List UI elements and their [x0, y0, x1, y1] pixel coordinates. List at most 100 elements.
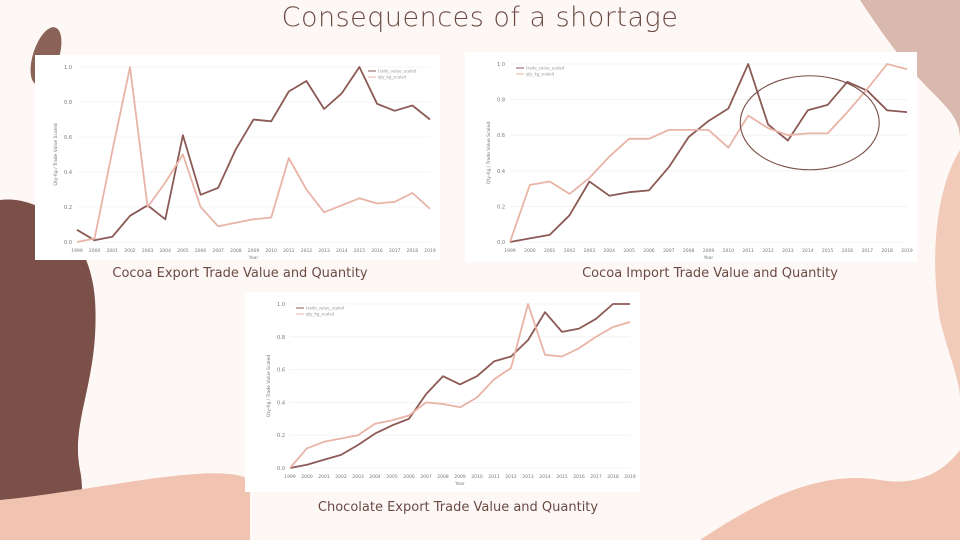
x-axis-label: Year — [248, 255, 259, 260]
x-tick-label: 2018 — [881, 248, 893, 254]
x-tick-label: 2008 — [437, 474, 449, 480]
x-tick-label: 2000 — [524, 248, 536, 254]
chocolate-export-chart: 0.0 0.2 0.4 0.6 0.8 1.0 1999 2000 2001 2002 2003 20… — [266, 302, 636, 487]
y-tick-label: 1.0 — [277, 302, 285, 308]
y-tick-label: 1.0 — [497, 62, 505, 68]
y-tick-label: 0.6 — [497, 133, 505, 139]
x-tick-label: 2007 — [212, 248, 224, 254]
x-tick-label: 2000 — [89, 248, 101, 254]
y-tick-label: 1.0 — [64, 65, 72, 71]
legend-label: trade_value_scaled — [526, 66, 565, 71]
y-tick-label: 0.0 — [277, 466, 285, 472]
x-tick-label: 2001 — [544, 248, 556, 254]
x-tick-label: 2006 — [195, 248, 207, 254]
cocoa-import-chart-panel: 0.0 0.2 0.4 0.6 0.8 1.0 1999 2000 2001 2002 2003 20… — [465, 52, 917, 262]
y-tick-label: 0.8 — [64, 100, 72, 106]
x-tick-label: 2006 — [403, 474, 415, 480]
x-tick-label: 2009 — [454, 474, 466, 480]
slide-title: Consequences of a shortage — [281, 2, 679, 33]
x-tick-label: 2009 — [703, 248, 715, 254]
x-tick-label: 2011 — [742, 248, 754, 254]
x-tick-label: 2019 — [424, 248, 436, 254]
x-tick-label: 2005 — [623, 248, 635, 254]
x-tick-label: 2013 — [318, 248, 330, 254]
legend-label: qty_kg_scaled — [378, 75, 407, 80]
x-tick-label: 2015 — [556, 474, 568, 480]
cocoa-export-chart: 0.0 0.2 0.4 0.6 0.8 1.0 1999 2000 2001 2002 2003 20… — [53, 65, 436, 261]
x-tick-label: 2011 — [488, 474, 500, 480]
cocoa-export-caption: Cocoa Export Trade Value and Quantity — [112, 266, 368, 281]
y-axis-label: Qty-Kg / Trade Value Scaled — [53, 123, 59, 185]
x-tick-label: 2003 — [352, 474, 364, 480]
y-tick-label: 0.2 — [497, 204, 505, 210]
legend-label: trade_value_scaled — [378, 69, 417, 74]
x-tick-label: 2019 — [901, 248, 913, 254]
y-tick-label: 0.4 — [497, 169, 505, 175]
x-tick-label: 2001 — [318, 474, 330, 480]
x-tick-label: 2004 — [160, 248, 172, 254]
x-tick-label: 1999 — [504, 248, 516, 254]
y-tick-label: 0.6 — [277, 368, 285, 374]
y-tick-label: 0.8 — [277, 335, 285, 341]
x-tick-label: 2003 — [584, 248, 596, 254]
bottom-right-peach-shape — [700, 450, 960, 540]
x-tick-label: 2002 — [564, 248, 576, 254]
x-tick-label: 2014 — [336, 248, 348, 254]
x-tick-label: 2005 — [177, 248, 189, 254]
y-tick-label: 0.2 — [64, 205, 72, 211]
x-tick-label: 2007 — [663, 248, 675, 254]
y-tick-label: 0.8 — [497, 98, 505, 104]
x-tick-label: 1999 — [284, 474, 296, 480]
y-axis-label: Qty-Kg / Trade Value Scaled — [266, 355, 272, 417]
x-tick-label: 2007 — [420, 474, 432, 480]
x-tick-label: 2010 — [265, 248, 277, 254]
bottom-peach-shape — [0, 473, 250, 540]
x-tick-label: 2008 — [683, 248, 695, 254]
x-tick-label: 2019 — [624, 474, 636, 480]
x-tick-label: 2018 — [607, 474, 619, 480]
legend-label: qty_kg_scaled — [526, 72, 555, 77]
x-tick-label: 2010 — [471, 474, 483, 480]
y-tick-label: 0.0 — [497, 240, 505, 246]
highlight-ellipse — [739, 75, 880, 171]
x-tick-label: 2008 — [230, 248, 242, 254]
legend-label: trade_value_scaled — [306, 306, 345, 311]
legend-label: qty_kg_scaled — [306, 312, 335, 317]
x-tick-label: 2017 — [389, 248, 401, 254]
chocolate-export-chart-panel: 0.0 0.2 0.4 0.6 0.8 1.0 1999 2000 2001 2002 2003 20… — [245, 292, 640, 492]
x-tick-label: 2015 — [822, 248, 834, 254]
right-peach-shape — [935, 150, 960, 400]
y-tick-label: 0.0 — [64, 240, 72, 246]
cocoa-export-chart-panel: 0.0 0.2 0.4 0.6 0.8 1.0 1999 2000 2001 2002 2003 20… — [35, 55, 440, 261]
cocoa-import-chart: 0.0 0.2 0.4 0.6 0.8 1.0 1999 2000 2001 2002 2003 20… — [486, 62, 913, 261]
series-line-qty-kg-scaled — [76, 66, 431, 243]
y-axis-label: Qty-Kg / Trade Value Scaled — [486, 122, 492, 184]
x-tick-label: 2009 — [248, 248, 260, 254]
series-line-trade-value-scaled — [509, 63, 908, 243]
left-blob-shape — [0, 199, 96, 540]
x-tick-label: 2003 — [142, 248, 154, 254]
chocolate-export-caption: Chocolate Export Trade Value and Quantit… — [317, 500, 599, 515]
y-tick-label: 0.2 — [277, 433, 285, 439]
x-tick-label: 2016 — [573, 474, 585, 480]
x-tick-label: 2001 — [107, 248, 119, 254]
x-tick-label: 2011 — [283, 248, 295, 254]
y-tick-label: 0.4 — [64, 170, 72, 176]
x-tick-label: 2004 — [369, 474, 381, 480]
x-tick-label: 2002 — [124, 248, 136, 254]
x-tick-label: 2006 — [643, 248, 655, 254]
x-tick-label: 2014 — [802, 248, 814, 254]
x-tick-label: 2000 — [301, 474, 313, 480]
y-tick-label: 0.6 — [64, 135, 72, 141]
x-tick-label: 2013 — [522, 474, 534, 480]
x-tick-label: 2004 — [604, 248, 616, 254]
series-line-qty-kg-scaled — [509, 63, 908, 243]
x-axis-label: Year — [703, 255, 714, 261]
x-tick-label: 2016 — [371, 248, 383, 254]
x-tick-label: 2005 — [386, 474, 398, 480]
x-tick-label: 2018 — [407, 248, 419, 254]
x-tick-label: 2017 — [590, 474, 602, 480]
top-right-blob-shape — [860, 0, 960, 140]
x-tick-label: 2016 — [842, 248, 854, 254]
